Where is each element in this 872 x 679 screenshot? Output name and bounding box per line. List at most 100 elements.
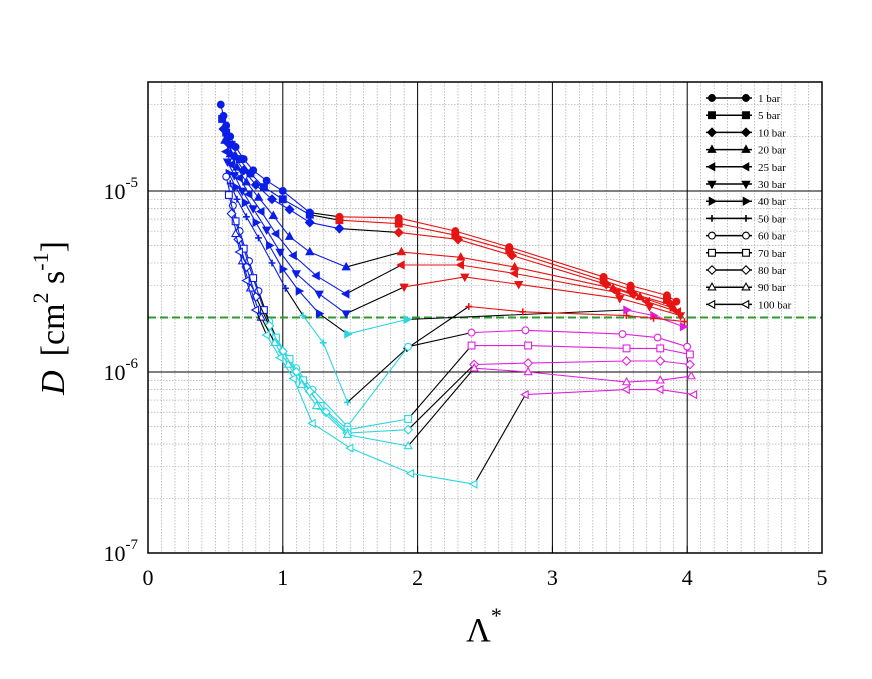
- data-point: [278, 187, 287, 195]
- data-point: [520, 389, 529, 400]
- data-point: [250, 179, 261, 190]
- series-segment: [235, 221, 245, 249]
- legend-marker: [708, 94, 716, 102]
- y-tick-label: 10-7: [104, 537, 139, 566]
- series-segment: [309, 251, 347, 268]
- data-point: [226, 159, 235, 170]
- series-segment: [312, 389, 348, 427]
- data-point: [239, 244, 248, 253]
- data-point: [469, 362, 479, 372]
- data-point: [618, 330, 627, 339]
- series-segment: [626, 309, 654, 317]
- series-segment: [474, 367, 529, 373]
- series-segment: [460, 256, 515, 268]
- data-point: [342, 429, 353, 439]
- legend-item: 30 bar: [706, 179, 786, 191]
- data-point: [683, 342, 692, 351]
- series-segment: [398, 223, 456, 236]
- legend-marker: [708, 111, 716, 120]
- series-segment: [457, 238, 513, 257]
- y-axis-title-unit: [cm: [35, 303, 72, 356]
- series-10-bar: [218, 123, 677, 310]
- data-point: [688, 389, 698, 400]
- data-point: [655, 355, 666, 367]
- y-tick-label-exp: -6: [126, 356, 139, 372]
- series-segment: [398, 217, 456, 232]
- data-point: [262, 176, 271, 185]
- series-segment: [406, 306, 470, 349]
- data-point: [334, 223, 345, 234]
- y-axis-title-unit-mid: s: [35, 271, 72, 293]
- data-point: [307, 418, 316, 429]
- series-segment: [274, 342, 289, 365]
- data-point: [396, 246, 407, 256]
- data-point: [655, 384, 664, 395]
- data-point: [304, 217, 315, 228]
- x-axis-title-sup: *: [491, 603, 502, 628]
- series-segment: [528, 344, 627, 349]
- legend-marker: [707, 180, 717, 190]
- x-axis-title: Λ*: [466, 603, 502, 649]
- series-segment: [287, 364, 303, 386]
- legend-marker: [708, 248, 716, 257]
- series-25-bar: [220, 146, 682, 317]
- series-segment: [293, 378, 313, 424]
- series-segment: [289, 209, 311, 223]
- legend-label: 100 bar: [758, 299, 792, 311]
- legend-marker: [740, 162, 750, 172]
- data-point: [340, 289, 350, 299]
- series-segment: [660, 347, 691, 355]
- legend-item: 100 bar: [706, 299, 792, 311]
- series-segment: [295, 273, 320, 295]
- series-segment: [619, 297, 650, 308]
- data-point: [628, 288, 639, 299]
- series-segment: [455, 234, 510, 251]
- legend-marker: [742, 111, 750, 120]
- data-point: [467, 328, 476, 337]
- legend-marker: [708, 215, 716, 222]
- y-tick-label: 10-5: [104, 175, 139, 204]
- data-point: [220, 135, 230, 144]
- data-point: [311, 400, 322, 410]
- legend-item: 5 bar: [706, 110, 781, 122]
- series-segment: [271, 262, 286, 289]
- series-segment: [282, 198, 311, 216]
- data-point: [653, 333, 662, 342]
- series-segment: [626, 315, 654, 319]
- legend-marker: [740, 127, 752, 138]
- series-layer: [216, 100, 698, 489]
- series-segment: [249, 288, 262, 318]
- legend-marker: [707, 144, 717, 153]
- data-point: [232, 182, 241, 192]
- data-point: [621, 384, 630, 395]
- data-point: [238, 165, 249, 176]
- series-segment: [408, 332, 472, 348]
- series-segment: [616, 291, 647, 303]
- data-point: [268, 259, 276, 267]
- data-point: [623, 305, 632, 315]
- series-segment: [626, 379, 661, 383]
- series-segment: [347, 346, 409, 427]
- legend-label: 30 bar: [758, 179, 786, 191]
- data-point: [250, 305, 260, 315]
- series-40-bar: [225, 168, 689, 339]
- data-point: [344, 329, 353, 339]
- data-point: [393, 227, 404, 238]
- data-point: [261, 330, 270, 340]
- series-segment: [245, 280, 257, 311]
- series-segment: [339, 228, 399, 234]
- legend-label: 70 bar: [758, 248, 786, 260]
- x-tick-label: 4: [682, 565, 693, 590]
- data-point: [456, 252, 466, 261]
- x-axis-title-main: Λ: [466, 612, 491, 649]
- data-point: [237, 187, 248, 197]
- data-point: [468, 479, 478, 489]
- data-point: [465, 303, 473, 310]
- series-segment: [401, 251, 461, 258]
- plot-frame: [147, 81, 823, 554]
- data-point: [455, 260, 465, 270]
- data-point: [341, 261, 351, 271]
- legend-label: 40 bar: [758, 196, 786, 208]
- legend-label: 50 bar: [758, 213, 786, 225]
- series-segment: [514, 266, 614, 289]
